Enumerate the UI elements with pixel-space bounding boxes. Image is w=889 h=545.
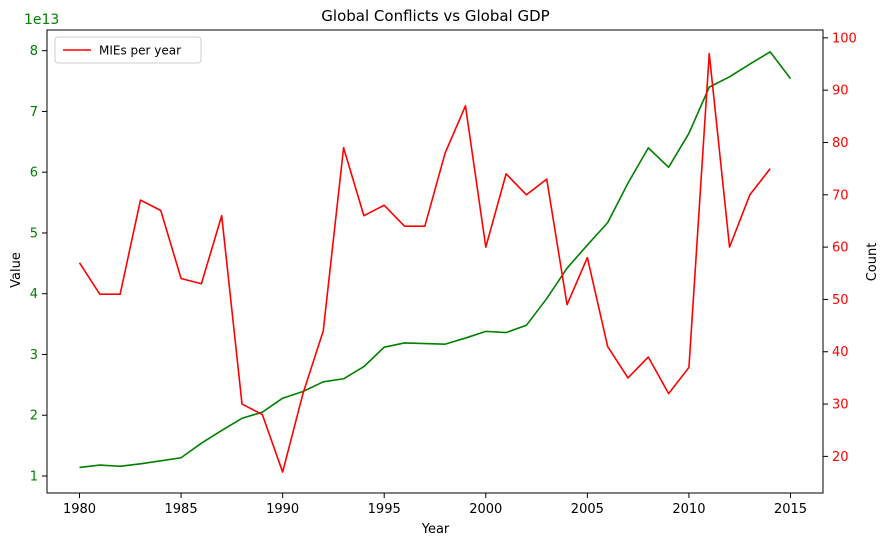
- right-y-tick-label: 100: [832, 31, 857, 46]
- left-y-tick-label: 6: [30, 166, 38, 181]
- left-y-tick-label: 4: [30, 287, 38, 302]
- right-y-axis-label: Count: [865, 243, 880, 282]
- left-axis-offset-label: 1e13: [24, 12, 59, 28]
- right-y-tick-label: 60: [832, 241, 849, 256]
- legend-box: [54, 36, 202, 64]
- left-y-tick-label: 8: [30, 44, 38, 59]
- left-y-tick-label: 1: [30, 469, 38, 484]
- legend: MIEs per year: [54, 36, 202, 64]
- x-tick-label: 2010: [672, 502, 705, 517]
- series-line-mies: [78, 52, 771, 473]
- series-line-gdp: [79, 51, 792, 469]
- chart-title: Global Conflicts vs Global GDP: [321, 7, 549, 25]
- right-y-tick-label: 40: [832, 345, 849, 360]
- legend-label-mies: MIEs per year: [99, 44, 181, 58]
- plot-frame: [46, 29, 824, 494]
- x-axis-label: Year: [421, 522, 450, 537]
- x-tick-label: 1985: [165, 502, 198, 517]
- x-tick-label: 1995: [368, 502, 401, 517]
- x-tick-label: 1990: [266, 502, 299, 517]
- x-tick-label: 2000: [469, 502, 502, 517]
- left-y-tick-label: 5: [30, 226, 38, 241]
- x-tick-label: 2015: [774, 502, 807, 517]
- right-y-tick-label: 30: [832, 398, 849, 413]
- left-y-tick-label: 3: [30, 348, 38, 363]
- right-y-tick-label: 90: [832, 84, 849, 99]
- x-tick-label: 1980: [63, 502, 96, 517]
- right-y-tick-label: 70: [832, 188, 849, 203]
- right-y-tick-label: 20: [832, 450, 849, 465]
- left-y-tick-label: 2: [30, 409, 38, 424]
- axes-ticks: 1980 1985 1990 1995 2000 2005 2010 2015 1 2 3 4 5 6 7 8…: [30, 31, 857, 517]
- right-y-tick-label: 80: [832, 136, 849, 151]
- right-y-tick-label: 50: [832, 293, 849, 308]
- left-y-axis-label: Value: [9, 252, 24, 288]
- plot-series: [78, 51, 792, 473]
- x-tick-label: 2005: [571, 502, 604, 517]
- left-y-tick-label: 7: [30, 105, 38, 120]
